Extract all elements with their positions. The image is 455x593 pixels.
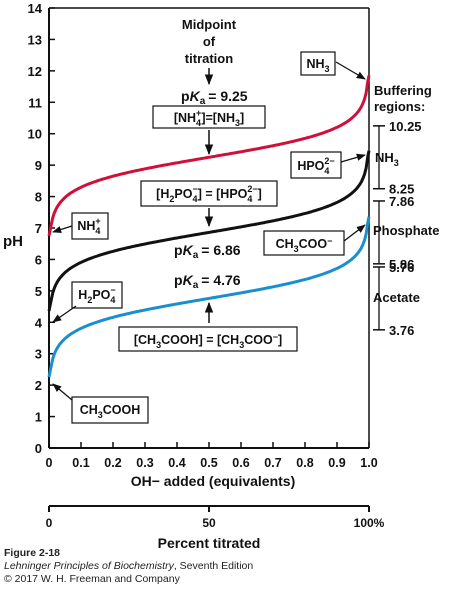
x-tick-label: 0.9 [328,456,345,470]
svg-text:NH4+: NH4+ [77,216,100,236]
buffering-title-1: Buffering [374,83,432,98]
pka-acetate: pKa = 4.76 [174,272,241,291]
titration-curves [47,75,371,378]
pka-ammonia: pKa = 9.25 [181,88,248,107]
curve-series-0 [47,75,371,237]
pka-acetate-value: = 4.76 [201,272,241,288]
y-tick-label: 5 [35,284,42,299]
pka-ammonia-value: = 9.25 [208,88,248,104]
y-axis-label: pH [3,233,23,250]
y-tick-label: 0 [35,441,42,456]
svg-text:[H2PO4−] = [HPO42−]: [H2PO4−] = [HPO42−] [156,184,262,204]
x-axis-ticks: 0 0.1 0.2 0.3 0.4 0.5 0.6 0.7 0.8 0.9 1.0 [46,442,378,470]
percent-tick-50: 50 [202,516,216,530]
percent-axis: 0 50 100% Percent titrated [46,505,385,551]
svg-text:pKa= 6.86: pKa = 6.86 [174,242,241,261]
ammonia-equality-box: [NH4+]=[NH3] [152,105,266,156]
percent-axis-label: Percent titrated [158,535,261,551]
buffer-value-3: 5.86 [389,257,414,272]
acetate-equality-box: [CH3COOH] = [CH3COO−] [118,301,298,352]
y-tick-label: 8 [35,190,42,205]
x-axis-label: OH− added (equivalents) [131,473,296,489]
x-tick-label: 0.3 [136,456,153,470]
pka-phosphate-value: = 6.86 [201,242,241,258]
y-tick-label: 3 [35,347,42,362]
buffer-value-4: 5.76 [389,260,414,275]
y-tick-label: 13 [28,32,42,47]
buffering-bars: 10.25 8.257.86 5.865.76 3.76 [373,119,422,338]
percent-tick-0: 0 [46,516,53,530]
label-ch3cooh: CH3COOH [52,383,149,424]
midpoint-line-2: of [203,34,216,49]
svg-text:pKa= 9.25: pKa = 9.25 [181,88,248,107]
midpoint-line-3: titration [185,51,233,66]
caption-copyright: © 2017 W. H. Freeman and Company [4,573,180,585]
label-nh3: NH3 [300,51,366,80]
y-tick-label: 7 [35,221,42,236]
svg-text:[CH3COOH] = [CH3COO−]: [CH3COOH] = [CH3COO−] [134,332,282,350]
x-tick-label: 0.5 [200,456,217,470]
y-tick-label: 9 [35,158,42,173]
y-tick-label: 1 [35,410,42,425]
caption-book-title: Lehninger Principles of Biochemistry [4,560,174,572]
figure-caption: Figure 2-18 Lehninger Principles of Bioc… [4,547,253,586]
y-tick-label: 6 [35,252,42,267]
buffering-regions: Buffering regions: 10.25 8.257.86 5.865.76… [373,83,439,338]
percent-tick-100: 100% [354,516,385,530]
svg-text:CH3COOH: CH3COOH [80,403,141,420]
x-tick-label: 1.0 [360,456,377,470]
x-tick-label: 0.8 [296,456,313,470]
y-tick-label: 4 [35,315,43,330]
x-tick-label: 0.1 [72,456,89,470]
label-ch3coo: CH3COO− [263,224,366,256]
buffer-value-1: 8.25 [389,182,414,197]
label-hpo4: HPO42− [290,151,366,179]
y-tick-label: 14 [28,1,43,16]
region-nh3: NH3 [375,150,399,168]
buffer-value-0: 10.25 [389,119,422,134]
x-tick-label: 0.6 [232,456,249,470]
svg-text:NH3: NH3 [306,57,329,74]
x-tick-label: 0.4 [168,456,185,470]
midpoint-annotation: Midpoint of titration [182,17,237,86]
svg-text:pKa= 4.76: pKa = 4.76 [174,272,241,291]
caption-edition: , Seventh Edition [173,560,254,572]
x-tick-label: 0.7 [264,456,281,470]
pka-phosphate: pKa = 6.86 [174,242,241,261]
buffer-value-2: 7.86 [389,194,414,209]
region-phosphate: Phosphate [373,223,439,238]
curve-series-1 [47,150,371,312]
y-tick-label: 12 [28,64,42,79]
label-nh4: NH4+ [52,212,109,240]
x-tick-label: 0 [46,456,53,470]
caption-figure-number: Figure 2-18 [4,547,61,559]
y-tick-label: 2 [35,378,42,393]
svg-text:HPO42−: HPO42− [297,156,334,176]
curve-series-2 [47,216,371,378]
caption-book-line: Lehninger Principles of Biochemistry, Se… [4,560,253,573]
region-acetate: Acetate [373,290,420,305]
label-h2po4: H2PO4− [52,281,123,323]
y-tick-label: 11 [28,95,42,110]
svg-text:CH3COO−: CH3COO− [276,236,333,254]
x-tick-label: 0.2 [104,456,121,470]
buffer-value-5: 3.76 [389,323,414,338]
buffering-title-2: regions: [374,99,425,114]
svg-text:[NH4+]=[NH3]: [NH4+]=[NH3] [174,108,244,128]
phosphate-equality-box: [H2PO4−] = [HPO42−] [140,180,278,228]
y-tick-label: 10 [28,127,42,142]
midpoint-line-1: Midpoint [182,17,237,32]
